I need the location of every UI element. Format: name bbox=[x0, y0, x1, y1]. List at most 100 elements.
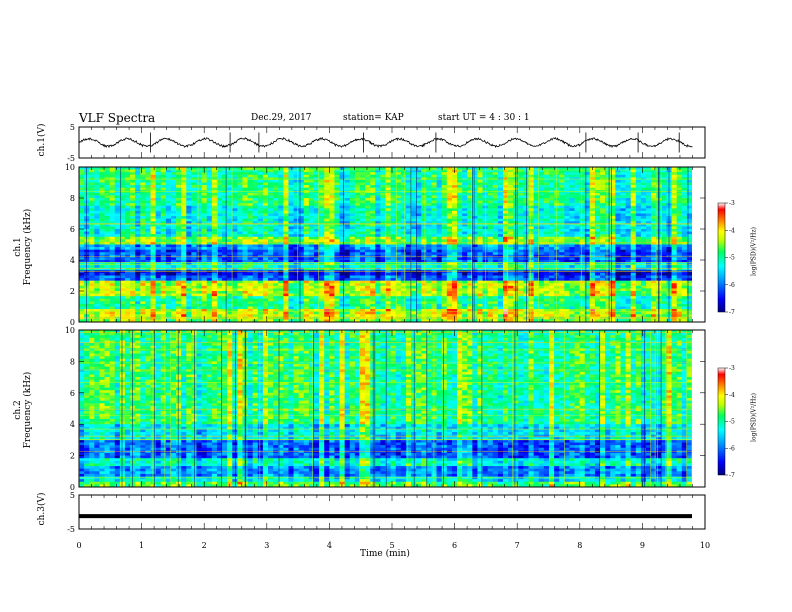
spectrogram-cell bbox=[252, 229, 259, 232]
spectrogram-cell bbox=[308, 231, 315, 235]
spectrogram-cell bbox=[589, 239, 596, 243]
spectrogram-cell bbox=[686, 208, 693, 212]
spectrogram-cell bbox=[109, 210, 116, 214]
spectrogram-cell bbox=[538, 231, 545, 235]
spectrogram-cell bbox=[339, 205, 345, 209]
spectrogram-cell bbox=[201, 231, 208, 235]
spectrogram-cell bbox=[380, 223, 386, 227]
spectrogram-cell bbox=[513, 226, 519, 230]
spectrogram-cell bbox=[298, 195, 305, 199]
spectrogram-cell bbox=[181, 229, 187, 232]
spectrogram-cell bbox=[222, 260, 228, 263]
spectrogram-cell bbox=[548, 229, 555, 232]
spectrogram-cell bbox=[79, 257, 85, 261]
spectrogram-cell bbox=[257, 247, 264, 250]
spectrogram-cell bbox=[104, 195, 110, 199]
spectrogram-cell bbox=[79, 265, 85, 269]
spectrogram-cell bbox=[594, 226, 601, 230]
spectrogram-cell bbox=[150, 221, 156, 225]
spectrogram-cell bbox=[370, 167, 376, 170]
spectrogram-cell bbox=[686, 167, 693, 170]
spectrogram-cell bbox=[681, 260, 688, 263]
spectrogram-cell bbox=[268, 260, 274, 263]
spectrogram-cell bbox=[89, 234, 95, 238]
spectrogram-cell bbox=[79, 208, 85, 212]
spectrogram-cell bbox=[441, 185, 448, 188]
spectrogram-cell bbox=[610, 244, 616, 248]
spectrogram-cell bbox=[165, 177, 172, 181]
spectrogram-cell bbox=[293, 205, 299, 209]
spectrogram-cell bbox=[308, 229, 315, 232]
spectrogram-cell bbox=[293, 182, 299, 186]
spectrogram-cell bbox=[533, 252, 540, 256]
spectrogram-cell bbox=[630, 203, 637, 207]
spectrogram-cell bbox=[497, 223, 504, 227]
spectrogram-cell bbox=[630, 198, 637, 201]
spectrogram-cell bbox=[181, 265, 187, 269]
spectrogram-cell bbox=[130, 244, 136, 248]
spectrogram-cell bbox=[620, 169, 626, 173]
spectrogram-cell bbox=[109, 179, 116, 183]
spectrogram-cell bbox=[145, 218, 151, 222]
spectrogram-cell bbox=[651, 265, 657, 269]
spectrogram-cell bbox=[313, 179, 320, 183]
spectrogram-cell bbox=[160, 231, 167, 235]
spectrogram-cell bbox=[232, 236, 238, 240]
spectrogram-cell bbox=[497, 221, 504, 225]
spectrogram-cell bbox=[676, 234, 683, 238]
spectrogram-cell bbox=[354, 241, 361, 245]
spectrogram-cell bbox=[186, 213, 192, 217]
spectrogram-cell bbox=[436, 229, 442, 232]
spectrogram-cell bbox=[303, 210, 310, 214]
spectrogram-cell bbox=[313, 226, 320, 230]
spectrogram-cell bbox=[273, 267, 279, 271]
spectrogram-cell bbox=[155, 249, 162, 253]
spectrogram-cell bbox=[676, 208, 683, 212]
spectrogram-cell bbox=[472, 182, 478, 186]
spectrogram-cell bbox=[508, 239, 514, 243]
spectrogram-cell bbox=[579, 177, 586, 181]
spectrogram-cell bbox=[206, 172, 213, 176]
spectrogram-cell bbox=[457, 234, 463, 238]
spectrogram-cell bbox=[605, 265, 611, 269]
spectrogram-cell bbox=[242, 198, 248, 201]
spectrogram-cell bbox=[605, 213, 611, 217]
spectrogram-cell bbox=[150, 272, 156, 276]
spectrogram-cell bbox=[646, 172, 652, 176]
spectrogram-cell bbox=[268, 213, 274, 217]
spectrogram-cell bbox=[462, 231, 468, 235]
spectrogram-cell bbox=[135, 231, 141, 235]
spectrogram-cell bbox=[181, 200, 187, 204]
spectrogram-cell bbox=[502, 267, 509, 271]
spectrogram-cell bbox=[533, 167, 540, 170]
spectrogram-cell bbox=[222, 169, 228, 173]
spectrogram-cell bbox=[400, 203, 407, 207]
spectrogram-cell bbox=[610, 270, 616, 274]
spectrogram-cell bbox=[109, 239, 116, 243]
spectrogram-cell bbox=[145, 195, 151, 199]
spectrogram-cell bbox=[676, 257, 683, 261]
spectrogram-cell bbox=[104, 177, 110, 181]
spectrogram-cell bbox=[528, 192, 534, 196]
spectrogram-cell bbox=[390, 270, 397, 274]
spectrogram-cell bbox=[584, 179, 591, 183]
spectrogram-cell bbox=[114, 244, 121, 248]
spectrogram-cell bbox=[375, 216, 381, 219]
spectrogram-cell bbox=[84, 223, 90, 227]
spectrogram-cell bbox=[365, 260, 371, 263]
spectrogram-cell bbox=[278, 223, 284, 227]
spectrogram-cell bbox=[651, 234, 657, 238]
spectrogram-cell bbox=[518, 208, 524, 212]
spectrogram-cell bbox=[380, 205, 386, 209]
spectrogram-cell bbox=[441, 257, 448, 261]
spectrogram-cell bbox=[145, 260, 151, 263]
spectrogram-cell bbox=[548, 270, 555, 274]
spectrogram-cell bbox=[441, 169, 448, 173]
spectrogram-cell bbox=[222, 226, 228, 230]
spectrogram-cell bbox=[288, 200, 294, 204]
spectrogram-cell bbox=[625, 203, 631, 207]
spectrogram-cell bbox=[359, 229, 366, 232]
spectrogram-cell bbox=[165, 265, 172, 269]
spectrogram-cell bbox=[324, 203, 330, 207]
spectrogram-cell bbox=[262, 179, 269, 183]
